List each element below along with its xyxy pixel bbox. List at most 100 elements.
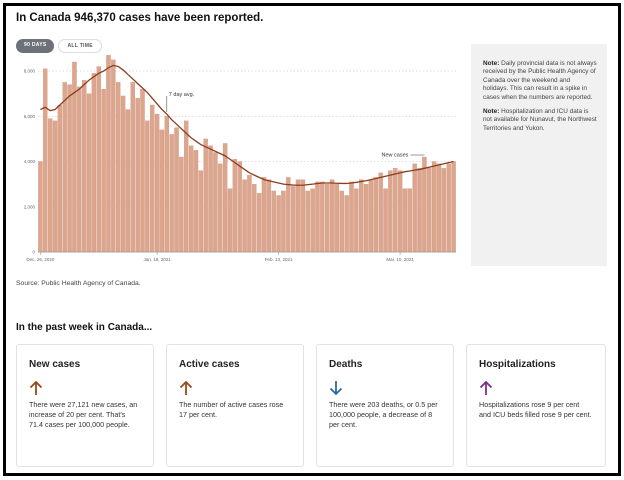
chart-bar	[227, 188, 233, 253]
chart-bar	[407, 188, 413, 253]
chart-bar	[295, 179, 301, 253]
chart-labels: 0 2,000 4,000 6,000 8,000 Dec. 26, 2020 Jan. 1…	[24, 69, 415, 262]
chart-bar	[86, 93, 92, 253]
card-deaths: Deaths There were 203 deaths, or 0.5 per…	[316, 344, 454, 467]
chart-bar	[261, 177, 267, 253]
chart-bar	[72, 61, 77, 253]
card-text: There were 27,121 new cases, an increase…	[29, 400, 138, 429]
chart-bar	[106, 55, 111, 253]
card-hospitalizations: Hospitalizations Hospitalizations rose 9…	[466, 344, 606, 467]
card-title: Active cases	[179, 359, 240, 370]
chart-bar	[213, 152, 218, 253]
page-headline: In Canada 946,370 cases have been report…	[16, 12, 264, 24]
chart-bar	[320, 181, 325, 253]
chart-bar	[203, 138, 208, 253]
chart-bar	[193, 150, 199, 253]
chart-bar	[431, 161, 437, 253]
chart-bar	[305, 190, 310, 253]
arrow-up-icon	[179, 380, 291, 396]
chart-bar	[344, 195, 349, 253]
chart-annotations: 7 day avg. New cases	[166, 92, 425, 159]
chart-bar	[130, 82, 135, 253]
chart-bar	[174, 127, 179, 253]
chart-bar	[310, 188, 315, 253]
chart-bar	[383, 188, 388, 253]
card-active-cases: Active cases The number of active cases …	[166, 344, 304, 467]
chart-bar	[441, 168, 447, 253]
cases-chart: 0 2,000 4,000 6,000 8,000 Dec. 26, 2020 Jan. 1…	[24, 55, 456, 262]
chart-bar	[188, 145, 194, 253]
chart-bar	[315, 181, 320, 253]
y-tick-label: 4,000	[24, 159, 36, 164]
x-tick-label: Feb. 13, 2021	[265, 257, 293, 262]
chart-bar	[111, 59, 116, 253]
chart-bar	[179, 156, 184, 253]
chart-bar	[198, 170, 204, 253]
x-tick-label: Jan. 19, 2021	[143, 257, 171, 262]
chart-bar	[120, 95, 126, 253]
chart-bar	[232, 159, 238, 253]
chart-bar	[354, 188, 359, 253]
y-tick-label: 0	[32, 250, 35, 255]
y-tick-label: 8,000	[24, 69, 36, 74]
chart-bar	[47, 118, 53, 253]
chart-bar	[125, 109, 131, 253]
chart-bar	[169, 134, 174, 253]
chart-bar	[67, 84, 72, 253]
chart-bar	[436, 163, 442, 253]
chart-bar	[412, 163, 417, 253]
chart-bar	[290, 186, 296, 253]
chart-bar	[368, 179, 374, 253]
chart-bar	[222, 143, 228, 253]
chart-bar	[57, 104, 63, 253]
chart-bar	[402, 188, 408, 253]
chart-bar	[388, 170, 393, 253]
x-tick-label: Dec. 26, 2020	[26, 257, 55, 262]
chart-bar	[300, 179, 306, 253]
chart-bars	[38, 55, 456, 253]
chart-bar	[150, 104, 155, 253]
time-range-toggle: 90 DAYS ALL TIME	[16, 39, 102, 53]
chart-bar	[140, 89, 145, 253]
card-text: There were 203 deaths, or 0.5 per 100,00…	[329, 400, 438, 429]
90-days-button[interactable]: 90 DAYS	[16, 39, 55, 53]
chart-bar	[77, 86, 82, 253]
note-provincial: Note: Daily provincial data is not alway…	[483, 60, 597, 101]
chart-bar	[359, 179, 364, 253]
y-tick-label: 2,000	[24, 204, 36, 209]
x-tick-label: Mar. 10, 2021	[386, 257, 414, 262]
card-title: Deaths	[329, 359, 363, 370]
card-new-cases: New cases There were 27,121 new cases, a…	[16, 344, 154, 467]
chart-bar	[393, 168, 398, 253]
y-tick-label: 6,000	[24, 114, 36, 119]
chart-bar	[252, 184, 257, 253]
chart-bar	[38, 161, 43, 253]
card-title: New cases	[29, 359, 81, 370]
chart-bar	[281, 190, 286, 253]
chart-bar	[446, 163, 451, 253]
chart-bar	[43, 68, 48, 253]
notes-panel: Note: Daily provincial data is not alway…	[471, 44, 607, 266]
chart-bar	[237, 161, 242, 253]
page-frame: In Canada 946,370 cases have been report…	[3, 3, 621, 476]
chart-bar	[427, 168, 432, 253]
chart-bar	[339, 190, 344, 253]
chart-bar	[378, 172, 383, 253]
chart-bar	[397, 170, 403, 253]
cases-annotation-label: New cases	[382, 153, 409, 159]
chart-bar	[96, 66, 101, 253]
chart-bar	[135, 98, 140, 253]
chart-bar	[256, 193, 262, 253]
chart-bar	[208, 145, 213, 253]
note-hospitalization: Note: Hospitalization and ICU data is no…	[483, 108, 597, 132]
chart-bar	[62, 82, 67, 253]
chart-bar	[52, 120, 58, 253]
chart-bar	[422, 156, 427, 253]
card-title: Hospitalizations	[479, 359, 556, 370]
arrow-up-icon	[479, 380, 593, 396]
all-time-button[interactable]: ALL TIME	[58, 39, 102, 53]
chart-bar	[324, 184, 330, 253]
chart-bar	[266, 179, 272, 253]
chart-bar	[159, 129, 165, 253]
chart-bar	[451, 161, 456, 253]
